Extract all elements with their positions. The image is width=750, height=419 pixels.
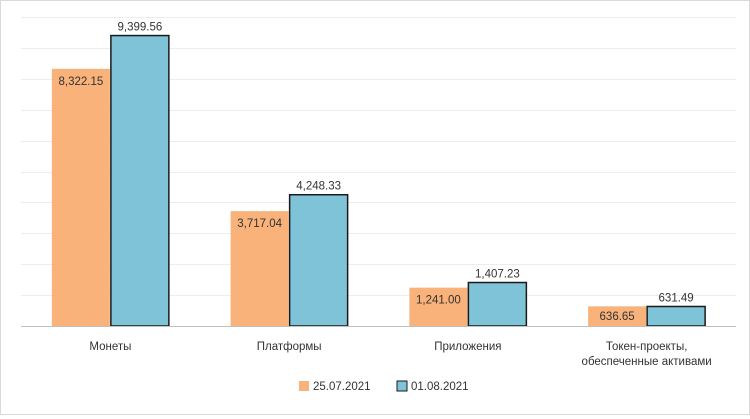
bar-series-2	[467, 281, 528, 327]
bar-series-1	[230, 211, 289, 326]
category-label: Платформы	[257, 341, 322, 353]
bar-series-1	[409, 287, 468, 326]
bar-series-2	[110, 34, 170, 327]
legend-swatch	[299, 381, 309, 391]
data-label: 631.49	[659, 292, 694, 304]
bar-series-2	[646, 305, 706, 327]
category-label-line: Токен-проекты,	[606, 341, 688, 353]
data-labels: 8,322.15 9,399.56 3,717.04 4,248.33 1,241.00…	[58, 22, 693, 324]
legend-label: 01.08.2021	[411, 381, 469, 393]
legend: 25.07.2021 01.08.2021	[299, 380, 469, 393]
data-label: 1,241.00	[416, 295, 461, 307]
x-axis: Монеты Платформы Приложения Токен-проекты, о…	[21, 326, 736, 368]
data-label: 636.65	[600, 311, 635, 323]
data-label: 4,248.33	[296, 181, 341, 193]
data-label: 8,322.15	[58, 76, 103, 88]
legend-swatch	[396, 380, 408, 392]
category-label-line: Платформы	[257, 341, 322, 353]
bars	[51, 34, 706, 327]
bar-series-1	[588, 306, 647, 326]
category-label: Приложения	[434, 341, 501, 353]
category-label-line: обеспеченные активами	[582, 356, 712, 368]
bar-series-1	[51, 68, 110, 326]
data-label: 1,407.23	[475, 269, 520, 281]
data-label: 9,399.56	[117, 22, 162, 34]
category-label: Монеты	[89, 341, 131, 353]
legend-label: 25.07.2021	[313, 381, 371, 393]
bar-series-2	[288, 193, 349, 327]
data-label: 3,717.04	[237, 218, 282, 230]
category-label: Токен-проекты, обеспеченные активами	[582, 341, 712, 368]
category-label-line: Приложения	[434, 341, 501, 353]
category-label-line: Монеты	[89, 341, 131, 353]
